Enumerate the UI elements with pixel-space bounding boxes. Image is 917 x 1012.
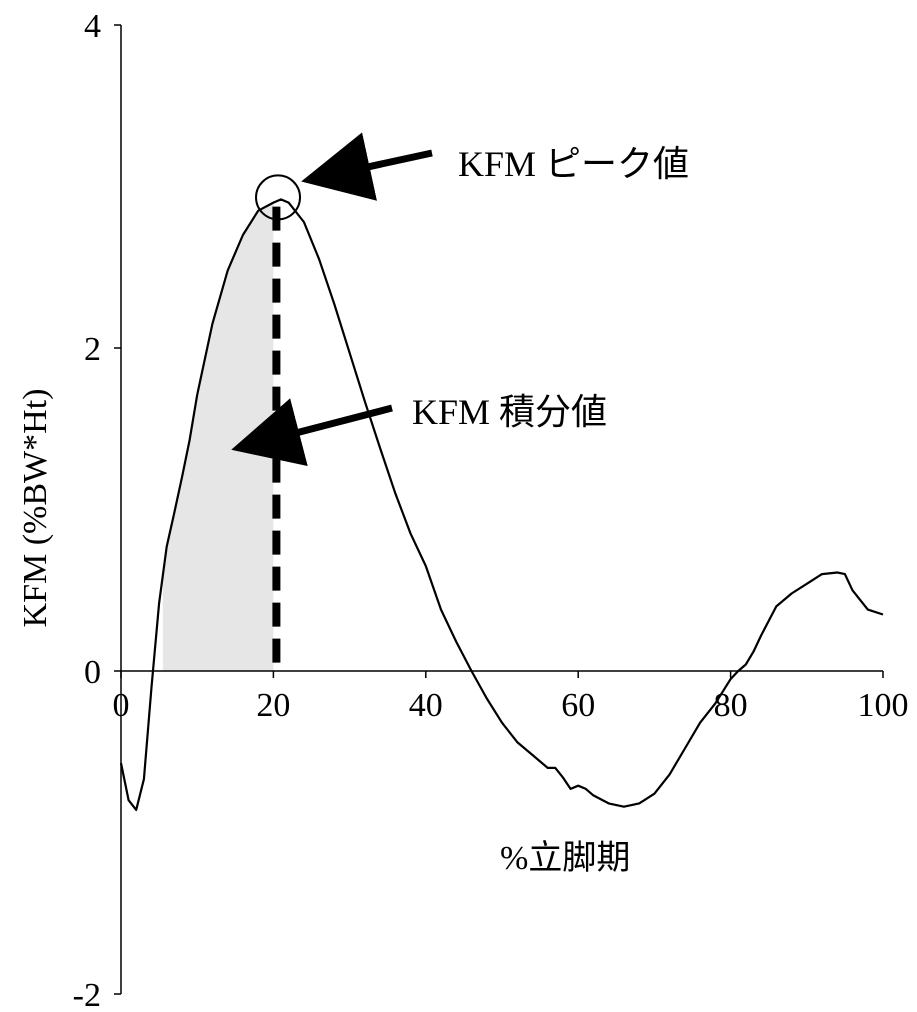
x-tick-label: 80 [714,687,748,724]
y-tick-label: 0 [84,654,101,691]
x-tick-label: 40 [409,687,443,724]
x-axis-title: %立脚期 [500,839,630,877]
y-tick-label: 4 [84,8,101,45]
kfm-series-line [119,198,884,811]
peak-marker-circle [255,174,302,221]
y-tick-label: 2 [84,331,101,368]
x-tick-label: 60 [561,687,595,724]
integral-annotation: KFM 積分値 [412,392,607,432]
peak-arrow [301,132,433,201]
x-ticks: 0 20 40 60 80 100 [113,671,909,724]
y-ticks: -2 0 2 4 [73,8,121,1012]
x-tick-label: 100 [858,687,909,724]
y-tick-label: -2 [73,977,101,1012]
peak-annotation: KFM ピーク値 [458,144,689,184]
y-axis-title: KFM (%BW*Ht) [17,389,54,628]
kfm-integral-area [162,202,274,671]
x-tick-label: 0 [113,687,130,724]
integral-arrow [231,398,393,467]
x-tick-label: 20 [256,687,290,724]
